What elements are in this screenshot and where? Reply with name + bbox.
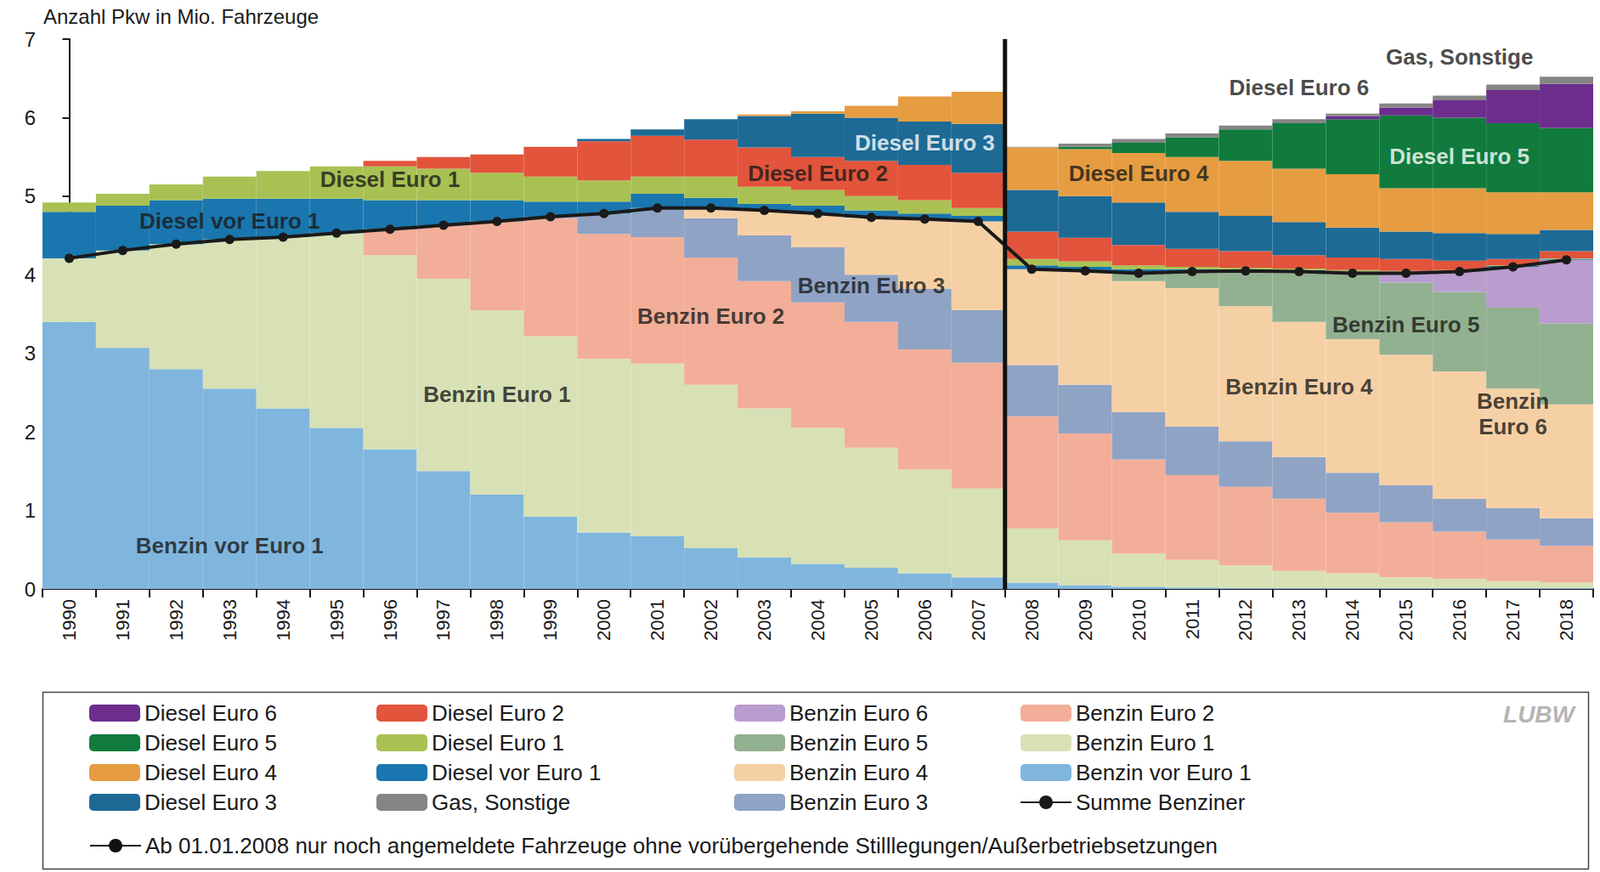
svg-text:2015: 2015 — [1395, 599, 1417, 641]
svg-text:1: 1 — [24, 498, 36, 522]
svg-text:2007: 2007 — [967, 599, 990, 641]
svg-text:1998: 1998 — [486, 599, 508, 641]
svg-text:4: 4 — [24, 263, 36, 287]
svg-text:2011: 2011 — [1181, 599, 1204, 639]
svg-text:2016: 2016 — [1448, 599, 1470, 641]
svg-text:Diesel Euro 3: Diesel Euro 3 — [144, 789, 278, 815]
svg-text:2008: 2008 — [1021, 599, 1043, 641]
svg-text:Diesel Euro 5: Diesel Euro 5 — [144, 729, 278, 756]
svg-text:1991: 1991 — [112, 599, 134, 641]
svg-text:Diesel Euro 1: Diesel Euro 1 — [320, 166, 461, 193]
svg-text:2017: 2017 — [1502, 599, 1524, 641]
svg-text:Diesel Euro 6: Diesel Euro 6 — [1229, 74, 1370, 101]
svg-text:Summe Benziner: Summe Benziner — [1075, 789, 1246, 815]
svg-text:2018: 2018 — [1555, 599, 1578, 641]
svg-text:2013: 2013 — [1288, 599, 1310, 641]
svg-text:LUBW: LUBW — [1503, 701, 1578, 728]
svg-text:1990: 1990 — [58, 599, 80, 641]
svg-text:6: 6 — [24, 106, 36, 130]
svg-text:Benzin Euro 6: Benzin Euro 6 — [789, 700, 928, 726]
svg-text:2006: 2006 — [914, 599, 936, 641]
svg-text:2002: 2002 — [700, 599, 722, 641]
svg-text:Benzin Euro 1: Benzin Euro 1 — [423, 381, 571, 408]
svg-text:2009: 2009 — [1074, 599, 1097, 641]
svg-text:1997: 1997 — [432, 599, 454, 641]
svg-text:Diesel vor Euro 1: Diesel vor Euro 1 — [431, 759, 601, 786]
svg-text:Diesel Euro 4: Diesel Euro 4 — [1068, 160, 1210, 187]
svg-text:Euro 6: Euro 6 — [1478, 413, 1548, 440]
svg-text:Diesel Euro 6: Diesel Euro 6 — [144, 700, 278, 726]
svg-text:0: 0 — [24, 577, 36, 601]
svg-text:Benzin Euro 4: Benzin Euro 4 — [1225, 373, 1374, 400]
svg-text:Benzin Euro 4: Benzin Euro 4 — [789, 759, 928, 786]
svg-text:1999: 1999 — [539, 599, 561, 641]
svg-text:1996: 1996 — [379, 599, 402, 641]
svg-text:2001: 2001 — [646, 599, 668, 641]
svg-text:Benzin: Benzin — [1476, 388, 1550, 414]
svg-text:2010: 2010 — [1128, 599, 1150, 641]
svg-text:Diesel Euro 1: Diesel Euro 1 — [431, 729, 565, 756]
svg-text:Diesel Euro 4: Diesel Euro 4 — [144, 759, 278, 786]
svg-text:2000: 2000 — [593, 599, 615, 641]
svg-text:Benzin Euro 2: Benzin Euro 2 — [637, 303, 785, 329]
svg-text:1992: 1992 — [165, 599, 187, 641]
svg-text:1993: 1993 — [219, 599, 241, 641]
svg-text:Benzin Euro 3: Benzin Euro 3 — [797, 272, 945, 299]
svg-text:Gas, Sonstige: Gas, Sonstige — [431, 789, 571, 815]
svg-text:Diesel Euro 3: Diesel Euro 3 — [854, 130, 996, 156]
svg-text:1995: 1995 — [326, 599, 348, 641]
svg-text:2014: 2014 — [1341, 599, 1363, 641]
svg-text:Diesel Euro 2: Diesel Euro 2 — [431, 700, 565, 726]
svg-text:Diesel Euro 2: Diesel Euro 2 — [747, 160, 888, 187]
svg-text:Benzin Euro 2: Benzin Euro 2 — [1075, 700, 1215, 726]
svg-text:1994: 1994 — [272, 599, 294, 641]
svg-text:Benzin vor Euro 1: Benzin vor Euro 1 — [1075, 759, 1252, 786]
svg-text:Ab 01.01.2008 nur noch angemel: Ab 01.01.2008 nur noch angemeldete Fahrz… — [145, 832, 1218, 859]
svg-text:Benzin Euro 3: Benzin Euro 3 — [789, 789, 928, 815]
svg-text:Benzin Euro 5: Benzin Euro 5 — [789, 729, 928, 756]
svg-text:Benzin Euro 5: Benzin Euro 5 — [1332, 311, 1480, 338]
svg-text:Anzahl Pkw in Mio. Fahrzeuge: Anzahl Pkw in Mio. Fahrzeuge — [43, 5, 319, 29]
svg-text:Benzin vor Euro 1: Benzin vor Euro 1 — [135, 532, 324, 559]
svg-text:Benzin Euro 1: Benzin Euro 1 — [1075, 729, 1215, 756]
svg-text:7: 7 — [24, 28, 36, 51]
svg-text:2004: 2004 — [807, 599, 829, 641]
svg-text:5: 5 — [24, 184, 36, 208]
svg-text:2003: 2003 — [753, 599, 775, 641]
svg-text:2: 2 — [24, 420, 36, 444]
svg-text:Gas, Sonstige: Gas, Sonstige — [1385, 44, 1533, 70]
svg-text:2005: 2005 — [860, 599, 882, 641]
svg-text:Diesel Euro 5: Diesel Euro 5 — [1389, 143, 1530, 170]
svg-text:2012: 2012 — [1234, 599, 1256, 641]
svg-text:Diesel vor Euro 1: Diesel vor Euro 1 — [139, 208, 320, 234]
svg-text:3: 3 — [24, 341, 36, 365]
